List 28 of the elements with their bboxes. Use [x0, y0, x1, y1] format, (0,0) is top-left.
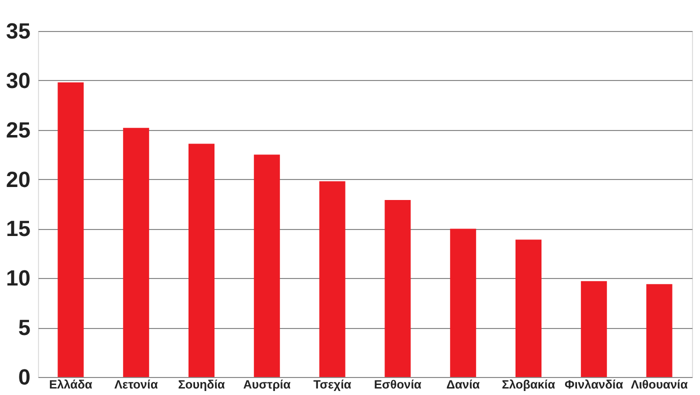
x-tick-label: Λιθουανία [630, 378, 688, 392]
x-tick-label: Δανία [446, 378, 480, 392]
y-tick-label: 10 [6, 266, 30, 291]
x-tick-label: Ελλάδα [49, 378, 93, 392]
bar [450, 228, 476, 377]
bar [58, 82, 84, 377]
x-tick-label: Φινλανδία [564, 378, 624, 392]
bar [516, 240, 542, 377]
y-tick-label: 0 [18, 364, 30, 390]
y-tick-label: 5 [18, 315, 30, 340]
bar [646, 284, 672, 377]
y-tick-label: 20 [6, 166, 30, 192]
bar [123, 128, 150, 377]
y-tick-label: 30 [6, 68, 30, 93]
bar [580, 281, 607, 377]
bar [254, 154, 280, 377]
bar [188, 144, 214, 377]
x-tick-label: Σλοβακία [502, 378, 556, 392]
y-tick-label: 15 [6, 216, 30, 242]
x-tick-label: Τσεχία [313, 378, 352, 392]
x-tick-label: Αυστρία [243, 378, 292, 392]
x-tick-label: Λετονία [114, 378, 158, 392]
y-tick-label: 35 [6, 18, 30, 44]
bar [319, 181, 346, 377]
x-tick-label: Εσθονία [374, 378, 422, 392]
x-tick-label: Σουηδία [178, 378, 226, 392]
y-tick-label: 25 [6, 117, 30, 142]
bar [384, 200, 411, 377]
